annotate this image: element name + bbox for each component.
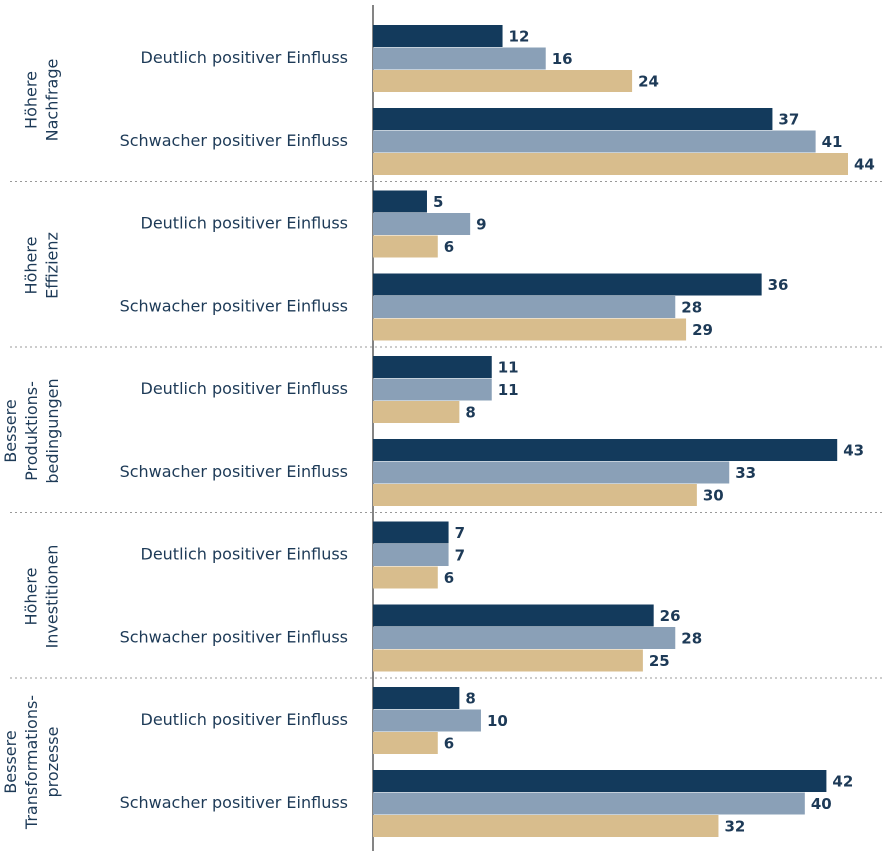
bar <box>373 273 762 296</box>
bar <box>373 461 730 484</box>
bar <box>373 47 546 70</box>
value-label: 29 <box>692 321 713 339</box>
bar <box>373 401 460 423</box>
value-label: 28 <box>681 630 702 648</box>
value-label: 6 <box>444 569 454 587</box>
bar <box>373 190 427 213</box>
group-label-line: Nachfrage <box>42 59 61 142</box>
bar <box>373 792 805 815</box>
group-label-line: Höhere <box>21 568 40 626</box>
value-label: 28 <box>681 299 702 317</box>
bar <box>373 153 848 175</box>
bar <box>373 544 449 566</box>
group-label: Höhere Nachfrage <box>21 59 61 142</box>
group-label-line: Höhere <box>21 237 40 295</box>
group-label-line: Höhere <box>21 71 40 129</box>
bar <box>373 296 676 318</box>
category-label: Schwacher positiver Einfluss <box>120 131 348 150</box>
value-label: 42 <box>832 773 853 791</box>
category-label: Schwacher positiver Einfluss <box>120 297 348 316</box>
category-label: Schwacher positiver Einfluss <box>120 793 348 812</box>
value-label: 6 <box>444 735 454 753</box>
bar <box>373 627 676 649</box>
value-label: 33 <box>735 464 756 482</box>
value-label: 7 <box>455 547 465 565</box>
bar <box>373 70 633 92</box>
bar <box>373 815 719 837</box>
bar <box>373 439 838 461</box>
bar <box>373 521 449 544</box>
value-label: 30 <box>703 487 724 505</box>
bar <box>373 770 827 792</box>
group-label-line: Transformations- <box>22 695 41 830</box>
bar <box>373 732 438 754</box>
value-label: 25 <box>649 652 670 670</box>
value-label: 9 <box>476 216 486 234</box>
value-label: 16 <box>552 50 573 68</box>
bar <box>373 566 438 589</box>
value-label: 7 <box>455 524 465 542</box>
group-label-line: prozesse <box>43 727 62 798</box>
value-label: 8 <box>465 690 475 708</box>
group-label-line: Produktions- <box>22 381 41 481</box>
value-label: 41 <box>822 133 843 151</box>
bar <box>373 130 816 153</box>
bar <box>373 235 438 258</box>
category-label: Deutlich positiver Einfluss <box>141 379 349 398</box>
value-label: 24 <box>638 73 659 91</box>
value-label: 12 <box>509 28 530 46</box>
group-label-line: bedingungen <box>43 378 62 483</box>
group-label: Höhere Investitionen <box>21 545 61 649</box>
category-label: Deutlich positiver Einfluss <box>141 545 349 564</box>
value-label: 6 <box>444 238 454 256</box>
bar <box>373 108 773 130</box>
group-label: Höhere Effizienz <box>21 232 61 299</box>
group-label-line: Investitionen <box>42 545 61 649</box>
group-label-line: Bessere <box>1 730 20 793</box>
value-label: 26 <box>660 607 681 625</box>
value-label: 36 <box>768 276 789 294</box>
group-label: Bessere Produktions-bedingungen <box>1 378 62 483</box>
category-label: Deutlich positiver Einfluss <box>141 214 349 233</box>
bar <box>373 649 643 672</box>
bar <box>373 318 687 341</box>
value-label: 43 <box>843 442 864 460</box>
value-label: 44 <box>854 156 875 174</box>
category-label: Deutlich positiver Einfluss <box>141 710 349 729</box>
value-label: 40 <box>811 795 832 813</box>
bar <box>373 484 697 506</box>
bar <box>373 604 654 627</box>
group-label: Bessere Transformations-prozesse <box>1 695 62 830</box>
bar <box>373 25 503 47</box>
value-label: 11 <box>498 359 519 377</box>
group-label-line: Bessere <box>1 399 20 462</box>
bar <box>373 709 481 732</box>
value-label: 5 <box>433 193 443 211</box>
bar <box>373 213 471 235</box>
category-label: Schwacher positiver Einfluss <box>120 628 348 647</box>
value-label: 32 <box>724 818 745 836</box>
bar <box>373 378 492 401</box>
value-label: 10 <box>487 712 508 730</box>
group-label-line: Effizienz <box>42 232 61 299</box>
category-label: Schwacher positiver Einfluss <box>120 462 348 481</box>
value-label: 37 <box>778 111 799 129</box>
bar <box>373 356 492 378</box>
value-label: 11 <box>498 381 519 399</box>
value-label: 8 <box>465 404 475 422</box>
category-label: Deutlich positiver Einfluss <box>141 48 349 67</box>
bar <box>373 687 460 709</box>
